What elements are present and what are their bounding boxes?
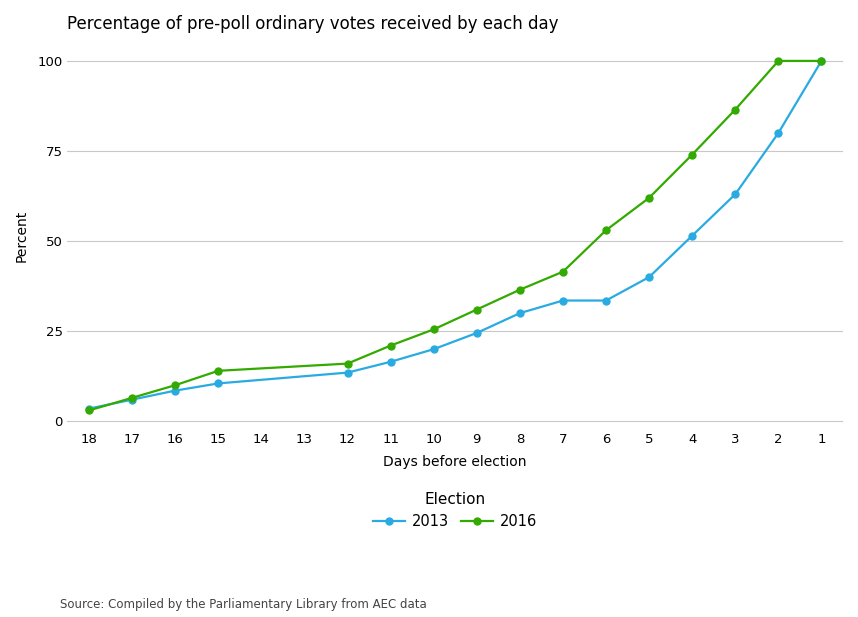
2016 <box>170 381 180 389</box>
2016 <box>127 394 137 402</box>
Text: Source: Compiled by the Parliamentary Library from AEC data: Source: Compiled by the Parliamentary Li… <box>60 598 426 611</box>
2016 <box>644 194 655 202</box>
2016 <box>342 360 353 367</box>
2013 <box>773 130 783 137</box>
2016 <box>773 57 783 65</box>
Legend: 2013, 2016: 2013, 2016 <box>367 486 543 535</box>
2013 <box>730 191 740 198</box>
2016 <box>515 286 525 294</box>
2013 <box>84 405 94 412</box>
2013 <box>515 310 525 317</box>
2013 <box>342 369 353 376</box>
2013 <box>644 273 655 281</box>
2013 <box>385 358 396 365</box>
Text: Percentage of pre-poll ordinary votes received by each day: Percentage of pre-poll ordinary votes re… <box>68 15 559 33</box>
2013 <box>428 346 438 353</box>
Line: 2013: 2013 <box>86 57 825 412</box>
2016 <box>601 226 611 234</box>
2016 <box>213 367 223 375</box>
Y-axis label: Percent: Percent <box>15 210 29 262</box>
2013 <box>472 329 482 337</box>
Line: 2016: 2016 <box>86 57 825 414</box>
2013 <box>687 232 698 239</box>
2016 <box>472 306 482 313</box>
2013 <box>170 387 180 394</box>
2016 <box>84 407 94 414</box>
2016 <box>816 57 826 65</box>
2013 <box>816 57 826 65</box>
2013 <box>127 396 137 404</box>
X-axis label: Days before election: Days before election <box>384 455 527 469</box>
2016 <box>428 326 438 333</box>
2016 <box>385 342 396 349</box>
2013 <box>558 297 568 304</box>
2016 <box>730 106 740 114</box>
2013 <box>601 297 611 304</box>
2016 <box>558 268 568 275</box>
2016 <box>687 151 698 159</box>
2013 <box>213 379 223 387</box>
